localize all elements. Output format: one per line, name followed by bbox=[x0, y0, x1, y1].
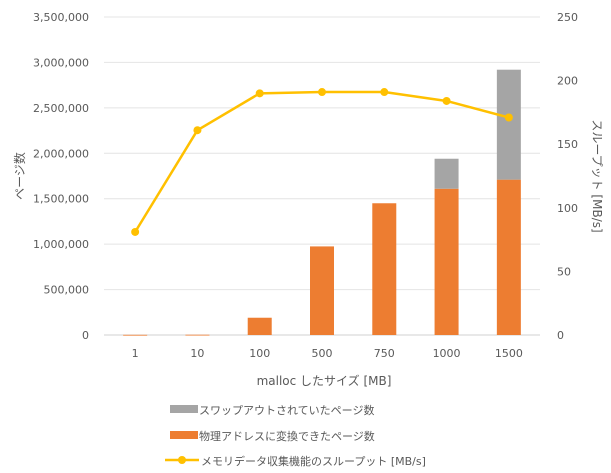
y-axis-left-ticks: 0 500,000 1,000,000 1,500,000 2,000,000 2,500… bbox=[33, 11, 89, 342]
x-tick-label: 1 bbox=[132, 347, 139, 360]
line-point bbox=[255, 89, 264, 98]
x-tick-label: 750 bbox=[374, 347, 395, 360]
legend: スワップアウトされていたページ数物理アドレスに変換できたページ数メモリデータ収集… bbox=[165, 404, 426, 468]
y-tick-label: 0 bbox=[82, 329, 89, 342]
x-tick-label: 1500 bbox=[495, 347, 523, 360]
line-point bbox=[442, 96, 451, 105]
x-tick-label: 1000 bbox=[433, 347, 461, 360]
bar bbox=[185, 334, 210, 336]
bar bbox=[434, 188, 459, 335]
x-tick-label: 100 bbox=[249, 347, 270, 360]
legend-label: メモリデータ収集機能のスループット [MB/s] bbox=[201, 454, 426, 468]
y-axis-right-title: スループット [MB/s] bbox=[590, 119, 604, 232]
line-point bbox=[380, 88, 389, 97]
bar bbox=[434, 158, 459, 189]
x-axis-ticks: 1 10 100 500 750 1000 1500 bbox=[132, 347, 523, 360]
legend-label: スワップアウトされていたページ数 bbox=[199, 404, 374, 417]
bar bbox=[310, 246, 334, 335]
legend-label: 物理アドレスに変換できたページ数 bbox=[199, 429, 375, 443]
y2-tick-label: 200 bbox=[557, 75, 578, 88]
y-tick-label: 3,500,000 bbox=[33, 11, 89, 24]
y2-tick-label: 0 bbox=[557, 329, 564, 342]
bar bbox=[496, 179, 521, 335]
line-point bbox=[504, 113, 513, 122]
x-tick-label: 500 bbox=[312, 347, 333, 360]
x-axis-title: malloc したサイズ [MB] bbox=[257, 373, 392, 388]
y-tick-label: 1,500,000 bbox=[33, 193, 89, 206]
y-axis-left-title: ページ数 bbox=[12, 152, 27, 200]
y2-tick-label: 50 bbox=[557, 265, 571, 278]
y-tick-label: 3,000,000 bbox=[33, 56, 89, 69]
legend-marker bbox=[178, 456, 186, 464]
legend-swatch bbox=[170, 431, 198, 439]
bar bbox=[372, 203, 397, 335]
y-tick-label: 500,000 bbox=[44, 284, 90, 297]
line-point bbox=[193, 126, 202, 135]
y-tick-label: 2,000,000 bbox=[33, 147, 89, 160]
y-tick-label: 2,500,000 bbox=[33, 102, 89, 115]
line-point bbox=[318, 88, 326, 97]
y2-tick-label: 100 bbox=[557, 202, 578, 215]
bar bbox=[496, 69, 521, 180]
y2-tick-label: 250 bbox=[557, 11, 578, 24]
y2-tick-label: 150 bbox=[557, 138, 578, 151]
bar bbox=[123, 334, 148, 336]
y-tick-label: 1,000,000 bbox=[33, 238, 89, 251]
line-point bbox=[131, 227, 140, 236]
bar-series bbox=[123, 69, 521, 336]
legend-swatch bbox=[170, 405, 198, 413]
bar bbox=[247, 317, 272, 335]
gridlines bbox=[104, 16, 540, 336]
y-axis-right-ticks: 0 50 100 150 200 250 bbox=[557, 11, 578, 342]
line-series bbox=[131, 88, 513, 236]
x-tick-label: 10 bbox=[190, 347, 204, 360]
